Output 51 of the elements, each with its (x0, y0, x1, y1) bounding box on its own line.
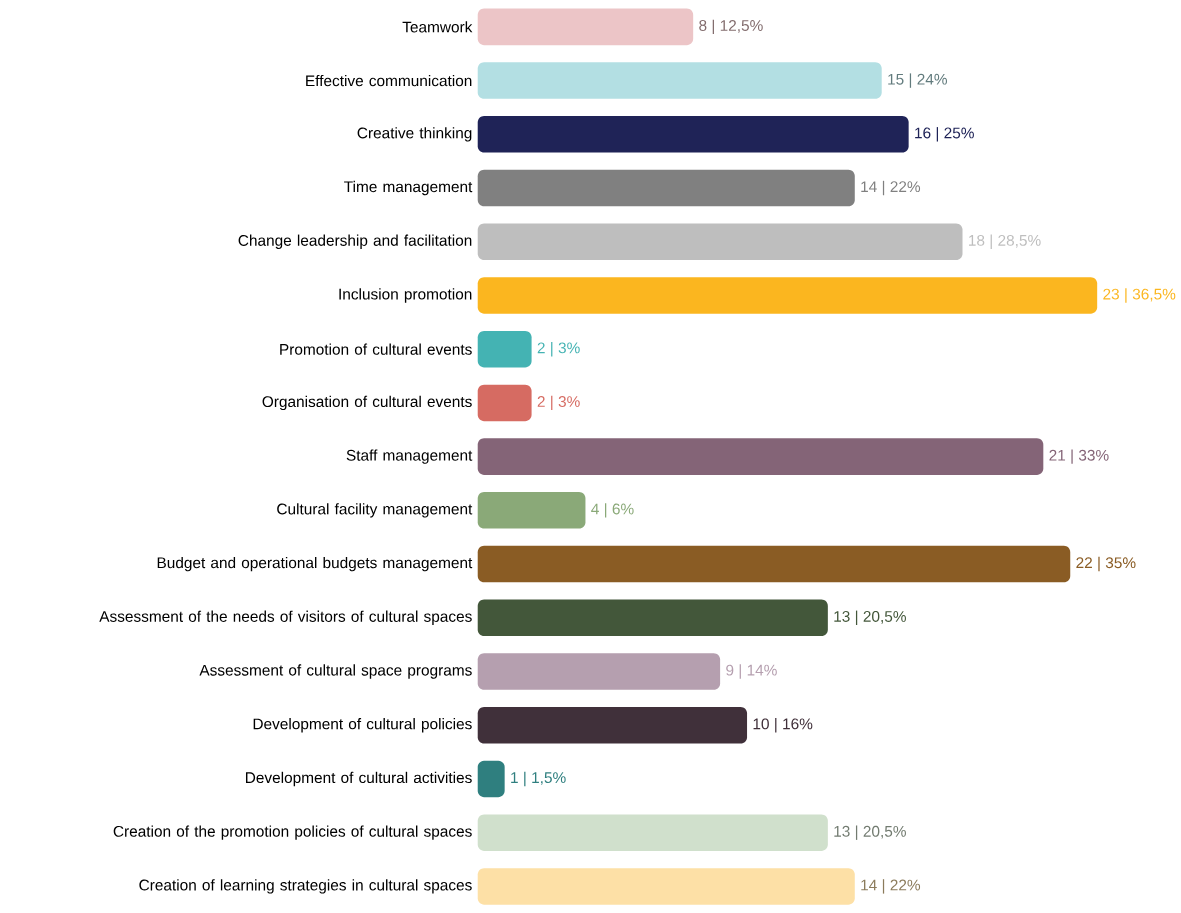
data-label: 14 | 22% (861, 180, 921, 196)
bar (477, 8, 694, 45)
bar (477, 223, 963, 260)
bar (477, 169, 855, 207)
y-tick-label: Creation of learning strategies in cultural spaces (139, 879, 472, 894)
data-label: 23 | 36,5% (1103, 288, 1176, 303)
bar (477, 277, 1098, 314)
bar (477, 599, 828, 636)
data-label: 4 | 6% (591, 503, 634, 518)
data-label: 2 | 3% (537, 341, 580, 357)
data-label: 8 | 12,5% (699, 19, 763, 34)
data-label: 21 | 33% (1049, 449, 1109, 464)
data-label: 18 | 28,5% (969, 234, 1041, 249)
y-tick-label: Organisation of cultural events (262, 395, 472, 410)
y-tick-label: Cultural facility management (277, 503, 473, 518)
data-label: 1 | 1,5% (511, 771, 566, 787)
data-label: 13 | 20,5% (834, 825, 906, 840)
data-label: 15 | 24% (888, 73, 948, 88)
data-label: 22 | 35% (1076, 556, 1136, 572)
y-tick-label: Creative thinking (357, 127, 472, 142)
y-tick-label: Development of cultural activities (246, 771, 472, 787)
y-tick-label: Time management (344, 180, 473, 196)
data-label: 14 | 22% (861, 879, 921, 894)
data-label: 10 | 16% (753, 717, 813, 733)
bar (477, 115, 909, 153)
y-tick-label: Staff management (346, 449, 473, 464)
bar (477, 491, 586, 529)
y-tick-label: Budget and operational budgets management (157, 556, 473, 572)
y-tick-label: Development of cultural policies (253, 717, 472, 733)
bar (477, 438, 1044, 475)
y-tick-label: Effective communication (306, 74, 472, 87)
y-tick-label: Creation of the promotion policies of cultural spaces (113, 825, 472, 840)
y-tick-label: Assessment of the needs of visitors of cultural spaces (99, 610, 472, 625)
y-tick-label: Assessment of cultural space programs (199, 664, 472, 679)
y-tick-label: Promotion of cultural events (280, 343, 472, 355)
bar (477, 330, 532, 368)
y-tick-label: Teamwork (402, 21, 473, 33)
bar (477, 384, 532, 422)
y-tick-label: Change leadership and facilitation (238, 234, 472, 249)
bar (477, 653, 721, 690)
bar (477, 545, 1071, 583)
bar (477, 760, 505, 798)
bar (477, 706, 748, 744)
data-label: 9 | 14% (726, 664, 777, 679)
data-label: 2 | 3% (537, 395, 580, 410)
bar (477, 62, 882, 99)
y-tick-label: Inclusion promotion (339, 288, 472, 303)
data-label: 13 | 20,5% (834, 610, 906, 625)
bar (477, 868, 855, 905)
data-label: 16 | 25% (915, 126, 974, 142)
bar (477, 814, 828, 851)
